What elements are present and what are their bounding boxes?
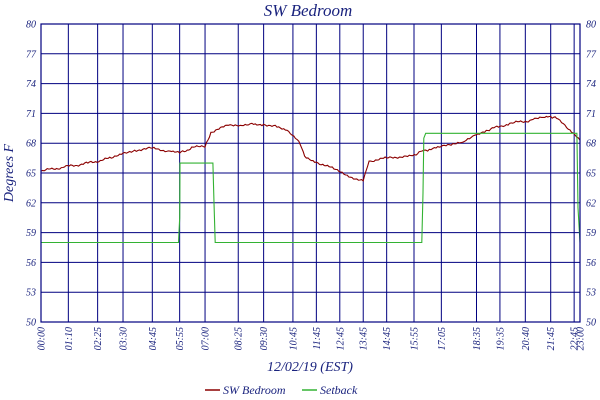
y-tick-label-right: 77 xyxy=(586,49,597,60)
series-line xyxy=(41,132,581,244)
x-tick-label: 19:35 xyxy=(495,327,506,350)
x-tick-label: 13:45 xyxy=(359,327,370,350)
y-tick-label: 50 xyxy=(26,318,36,329)
x-tick-label: 09:30 xyxy=(259,327,270,350)
y-tick-label: 65 xyxy=(26,169,36,180)
y-tick-label: 68 xyxy=(26,139,36,150)
x-tick-label: 01:10 xyxy=(64,327,75,350)
x-tick-label: 12:45 xyxy=(335,327,346,350)
series-line xyxy=(40,115,581,182)
y-axis-left-ticks: 80 77 74 71 68 65 62 59 56 53 50 xyxy=(26,20,37,329)
legend: SW Bedroom Setback xyxy=(205,383,358,397)
x-tick-label: 05:55 xyxy=(175,327,186,350)
x-tick-label: 04:45 xyxy=(148,327,159,350)
x-tick-label: 10:45 xyxy=(288,327,299,350)
x-tick-label: 23:00 xyxy=(576,327,587,350)
y-tick-label: 71 xyxy=(26,109,36,120)
y-tick-label-right: 62 xyxy=(586,198,596,209)
x-tick-label: 02:25 xyxy=(93,327,104,350)
y-tick-label-right: 56 xyxy=(586,258,596,269)
y-tick-label: 74 xyxy=(26,79,36,90)
x-tick-label: 22:45 xyxy=(570,327,581,350)
y-axis-label: Degrees F xyxy=(2,143,17,203)
x-tick-label: 15:55 xyxy=(410,327,421,350)
x-tick-label: 14:45 xyxy=(382,327,393,350)
y-tick-label-right: 53 xyxy=(586,288,596,299)
legend-label-setback: Setback xyxy=(320,383,358,397)
plot-frame xyxy=(40,23,581,323)
y-tick-label-right: 71 xyxy=(586,109,596,120)
y-tick-label: 80 xyxy=(26,20,36,31)
x-tick-label: 11:45 xyxy=(312,327,323,350)
x-tick-label: 03:30 xyxy=(119,327,130,350)
y-tick-label-right: 74 xyxy=(586,79,596,90)
plot-series xyxy=(40,115,581,244)
y-tick-label: 62 xyxy=(26,198,36,209)
y-tick-label: 53 xyxy=(26,288,36,299)
legend-label-sw-bedroom: SW Bedroom xyxy=(223,383,286,397)
x-tick-label: 07:00 xyxy=(201,327,212,350)
y-axis-right-ticks: 80 77 74 71 68 65 62 59 56 53 50 xyxy=(586,20,597,329)
y-tick-label: 77 xyxy=(26,49,37,60)
y-tick-label-right: 50 xyxy=(586,318,596,329)
y-tick-label: 56 xyxy=(26,258,36,269)
x-axis-ticks: 00:00 01:10 02:25 03:30 04:45 05:55 07:00 08:25… xyxy=(37,327,587,350)
x-tick-label: 21:45 xyxy=(546,327,557,350)
y-tick-label-right: 59 xyxy=(586,228,596,239)
x-tick-label: 18:35 xyxy=(472,327,483,350)
y-tick-label: 59 xyxy=(26,228,36,239)
y-tick-label-right: 80 xyxy=(586,20,596,31)
chart-title: SW Bedroom xyxy=(264,1,353,20)
x-tick-label: 08:25 xyxy=(234,327,245,350)
y-tick-label-right: 65 xyxy=(586,169,596,180)
x-axis-label: 12/02/19 (EST) xyxy=(267,360,353,375)
x-tick-label: 17:05 xyxy=(437,327,448,350)
y-tick-label-right: 68 xyxy=(586,139,596,150)
x-tick-label: 20:40 xyxy=(521,327,532,350)
x-tick-label: 00:00 xyxy=(37,327,48,350)
